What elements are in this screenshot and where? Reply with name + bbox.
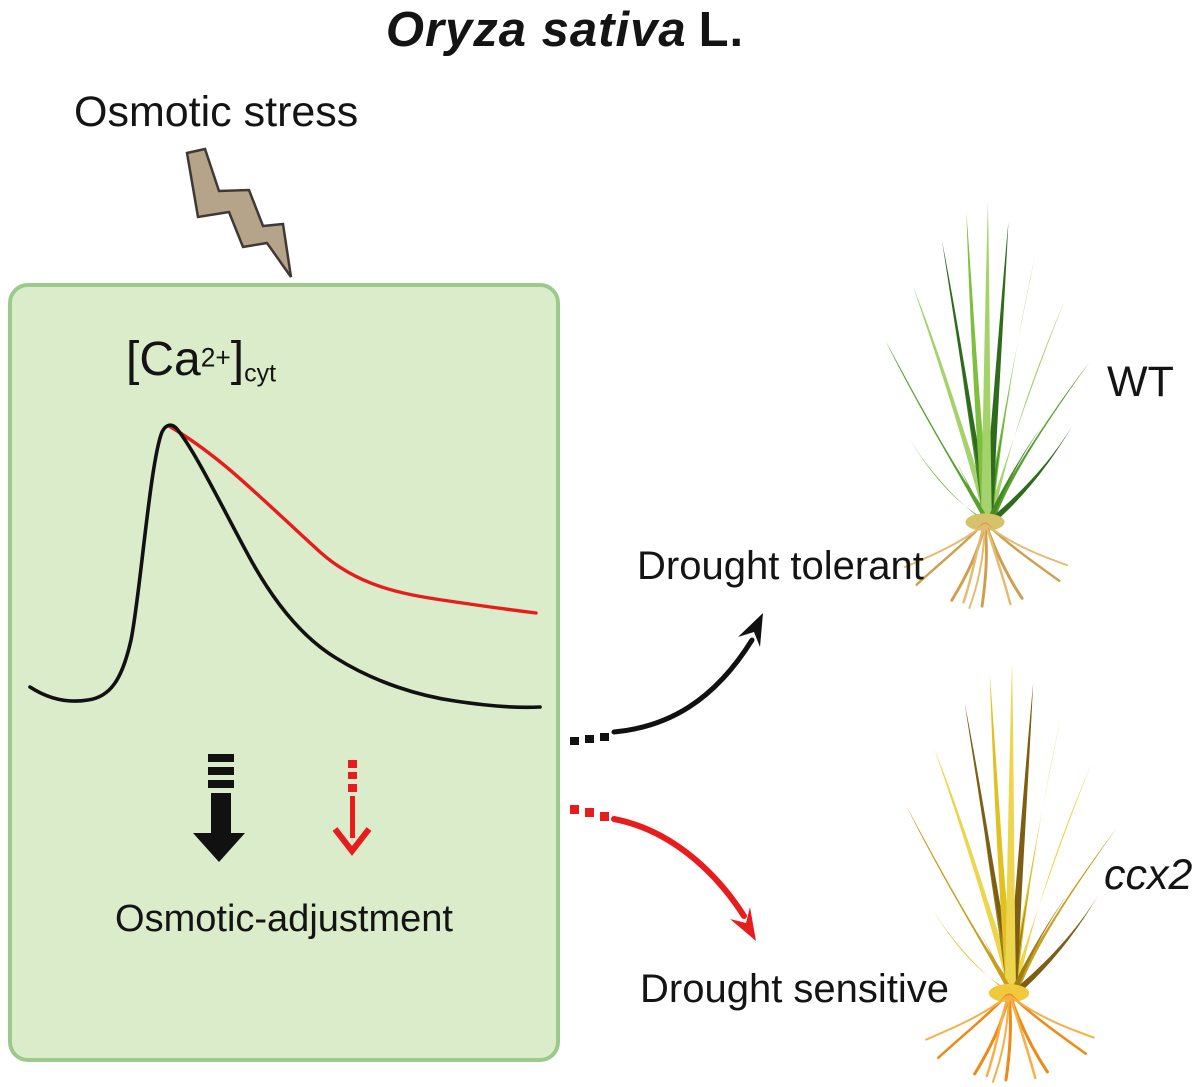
drought-tolerant-label: Drought tolerant (637, 544, 924, 588)
species-name: Oryza sativa (385, 3, 687, 57)
tolerant-arrow (570, 613, 763, 745)
title-suffix: L. (698, 3, 745, 57)
ccx2-plant-graphic (904, 660, 1119, 1084)
ca-close: ] (230, 333, 245, 386)
drought-sensitive-label: Drought sensitive (640, 967, 950, 1011)
sensitive-arrow (570, 805, 756, 941)
lightning-bolt-icon (185, 147, 293, 278)
osmotic-adjustment-label: Osmotic-adjustment (115, 898, 453, 940)
ca-subscript: cyt (244, 359, 277, 388)
ca-cyt-label: [Ca2+]cyt (126, 332, 276, 388)
osmotic-stress-label: Osmotic stress (74, 88, 359, 136)
cell-box (8, 283, 560, 1062)
wt-label: WT (1107, 358, 1174, 406)
ccx2-label: ccx2 (1104, 851, 1193, 899)
ca-open: [Ca (126, 333, 201, 386)
page-title: Oryza sativa L. (0, 2, 1130, 58)
ca-superscript: 2+ (200, 342, 231, 373)
